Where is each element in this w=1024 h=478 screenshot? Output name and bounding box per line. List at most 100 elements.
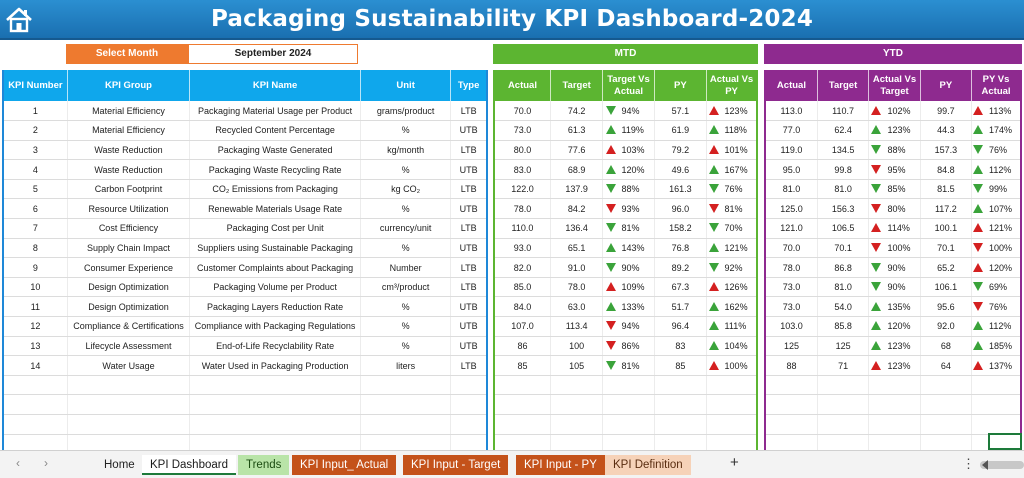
kpi-name: Suppliers using Sustainable Packaging	[189, 238, 361, 259]
ytd-target: 85.8	[817, 316, 870, 337]
ytd-target: 134.5	[817, 140, 870, 161]
ytd-actual-vs-target: 85%	[868, 179, 921, 200]
mtd-target-vs-actual: 88%	[602, 179, 655, 200]
mtd-py: 158.2	[654, 218, 708, 239]
sheet-tab-trends[interactable]: Trends	[238, 455, 290, 475]
kpi-type: LTB	[450, 257, 488, 278]
ytd-actual-vs-target: 123%	[868, 336, 921, 357]
sheet-tab-kpi-input-py[interactable]: KPI Input - PY	[516, 455, 605, 475]
empty-row	[3, 394, 488, 415]
mtd-py: 51.7	[654, 296, 708, 318]
table-row: 3 Waste Reduction Packaging Waste Generate…	[3, 140, 488, 161]
up-triangle-icon	[605, 144, 616, 154]
ytd-actual-vs-target: 90%	[868, 277, 921, 298]
up-triangle-icon	[708, 360, 719, 370]
kpi-group: Carbon Footprint	[67, 179, 191, 200]
percent-value: 121%	[989, 223, 1013, 234]
table-row: 85 105 81% 85 100%	[494, 355, 758, 376]
table-row: 81.0 81.0 85% 81.5 99%	[765, 179, 1022, 200]
kpi-number: 2	[3, 120, 68, 141]
ytd-actual: 73.0	[765, 277, 818, 298]
kpi-number: 13	[3, 336, 68, 357]
home-icon[interactable]	[4, 5, 34, 35]
ytd-actual-vs-target: 80%	[868, 198, 921, 220]
up-triangle-icon	[973, 105, 984, 115]
up-triangle-icon	[708, 242, 719, 252]
kpi-type: LTB	[450, 277, 488, 298]
up-triangle-icon	[973, 164, 984, 174]
add-sheet-icon[interactable]: +	[730, 454, 739, 471]
up-triangle-icon	[605, 242, 616, 252]
horizontal-scrollbar[interactable]	[980, 461, 1024, 469]
empty-row	[765, 375, 1022, 396]
select-month-dropdown[interactable]: September 2024	[188, 44, 358, 64]
kpi-number: 4	[3, 159, 68, 180]
more-options-icon[interactable]: ⋮	[962, 456, 975, 471]
kpi-group: Cost Efficiency	[67, 218, 191, 239]
percent-value: 121%	[724, 242, 748, 253]
ytd-py-vs-actual: 107%	[971, 198, 1022, 220]
percent-value: 137%	[989, 360, 1013, 371]
kpi-number: 5	[3, 179, 68, 200]
down-triangle-icon	[605, 262, 616, 272]
empty-cell	[817, 394, 870, 415]
next-sheet-icon[interactable]: ›	[44, 456, 48, 470]
percent-value: 119%	[621, 125, 644, 136]
ytd-actual-vs-target: 95%	[868, 159, 921, 180]
percent-value: 162%	[724, 301, 748, 312]
kpi-number: 14	[3, 355, 68, 376]
kpi-type: UTB	[450, 198, 488, 220]
mtd-actual-vs-py: 92%	[706, 257, 758, 278]
sheet-tab-kpi-dashboard[interactable]: KPI Dashboard	[142, 455, 236, 475]
sheet-tab-kpi-input-actual[interactable]: KPI Input_ Actual	[292, 455, 397, 475]
ytd-py: 95.6	[920, 296, 973, 318]
ytd-actual-vs-target: 123%	[868, 355, 921, 376]
up-triangle-icon	[871, 340, 882, 350]
mtd-target: 137.9	[550, 179, 604, 200]
empty-cell	[450, 375, 488, 396]
kpi-unit: Number	[360, 257, 452, 278]
empty-cell	[494, 375, 551, 396]
kpi-unit: currency/unit	[360, 218, 452, 239]
percent-value: 99%	[989, 184, 1008, 195]
empty-cell	[654, 394, 708, 415]
table-row: 12 Compliance & Certifications Compliance …	[3, 316, 488, 337]
empty-cell	[971, 375, 1022, 396]
kpi-group: Waste Reduction	[67, 140, 191, 161]
mtd-actual-vs-py: 70%	[706, 218, 758, 239]
kpi-name: CO₂ Emissions from Packaging	[189, 179, 361, 200]
mtd-target: 84.2	[550, 198, 604, 220]
kpi-name: Packaging Cost per Unit	[189, 218, 361, 239]
percent-value: 185%	[989, 340, 1013, 351]
mtd-actual-vs-py: 100%	[706, 355, 758, 376]
mtd-header-0: Actual	[494, 70, 551, 101]
sheet-tab-home[interactable]: Home	[104, 459, 135, 471]
empty-cell	[920, 414, 973, 435]
table-row: 77.0 62.4 123% 44.3 174%	[765, 120, 1022, 141]
mtd-header-2: Target Vs Actual	[602, 70, 655, 101]
ytd-header-1: Target	[817, 70, 870, 101]
ytd-actual-vs-target: 135%	[868, 296, 921, 318]
empty-cell	[654, 375, 708, 396]
ytd-actual-vs-target: 88%	[868, 140, 921, 161]
sheet-tab-kpi-input-target[interactable]: KPI Input - Target	[403, 455, 509, 475]
ytd-py: 92.0	[920, 316, 973, 337]
ytd-py: 68	[920, 336, 973, 357]
ytd-target: 81.0	[817, 277, 870, 298]
prev-sheet-icon[interactable]: ‹	[16, 456, 20, 470]
kpi-number: 3	[3, 140, 68, 161]
empty-cell	[706, 414, 758, 435]
mtd-actual: 85	[494, 355, 551, 376]
scroll-left-icon[interactable]	[982, 460, 988, 470]
table-row: 8 Supply Chain Impact Suppliers using Sust…	[3, 238, 488, 259]
table-row: 9 Consumer Experience Customer Complaints …	[3, 257, 488, 278]
table-row: 110.0 136.4 81% 158.2 70%	[494, 218, 758, 239]
sheet-tab-kpi-definition[interactable]: KPI Definition	[605, 455, 691, 475]
up-triangle-icon	[871, 360, 882, 370]
mtd-py: 67.3	[654, 277, 708, 298]
empty-cell	[3, 414, 68, 435]
mtd-target: 136.4	[550, 218, 604, 239]
ytd-target: 54.0	[817, 296, 870, 318]
ytd-actual-vs-target: 114%	[868, 218, 921, 239]
empty-cell	[360, 394, 452, 415]
